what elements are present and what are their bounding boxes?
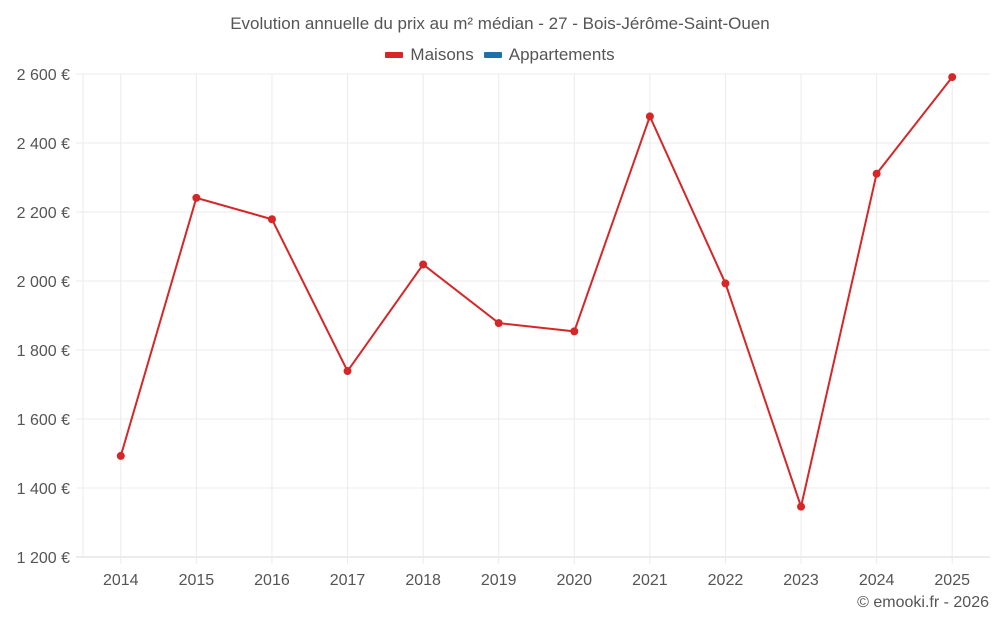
data-point[interactable]	[721, 279, 730, 288]
x-tick-label: 2023	[783, 572, 819, 589]
data-point[interactable]	[419, 260, 428, 269]
y-tick-label: 2 200 €	[17, 205, 70, 222]
data-point[interactable]	[192, 193, 201, 202]
y-tick-label: 1 600 €	[17, 412, 70, 429]
x-tick-label: 2014	[103, 572, 139, 589]
x-tick-label: 2015	[179, 572, 215, 589]
x-tick-label: 2024	[859, 572, 895, 589]
x-tick-label: 2020	[556, 572, 592, 589]
y-tick-label: 1 800 €	[17, 343, 70, 360]
legend-label: Maisons	[410, 45, 474, 64]
chart-title: Evolution annuelle du prix au m² médian …	[230, 14, 770, 33]
legend-swatch-icon	[385, 52, 404, 58]
data-point[interactable]	[570, 327, 579, 336]
x-tick-label: 2019	[481, 572, 517, 589]
y-tick-label: 1 400 €	[17, 481, 70, 498]
data-point[interactable]	[343, 367, 352, 376]
data-point[interactable]	[645, 112, 654, 121]
data-point[interactable]	[267, 215, 276, 224]
copyright-credit: © emooki.fr - 2026	[857, 594, 989, 611]
series-line-maisons	[119, 76, 953, 511]
legend-label: Appartements	[508, 45, 615, 64]
chart-legend: Maisons Appartements	[0, 45, 1000, 65]
data-point[interactable]	[116, 451, 125, 460]
data-point[interactable]	[797, 502, 806, 511]
x-tick-label: 2022	[708, 572, 744, 589]
data-point[interactable]	[494, 319, 503, 328]
legend-item-maisons[interactable]: Maisons	[385, 45, 474, 65]
x-tick-label: 2016	[254, 572, 290, 589]
y-tick-label: 2 600 €	[17, 67, 70, 84]
x-tick-label: 2021	[632, 572, 668, 589]
x-tick-label: 2025	[934, 572, 970, 589]
data-point[interactable]	[948, 73, 957, 82]
x-tick-label: 2018	[405, 572, 441, 589]
x-tick-label: 2017	[330, 572, 366, 589]
y-tick-label: 2 000 €	[17, 274, 70, 291]
legend-swatch-icon	[483, 52, 502, 58]
legend-item-appartements[interactable]: Appartements	[483, 45, 615, 65]
y-tick-label: 1 200 €	[17, 550, 70, 567]
data-point[interactable]	[872, 169, 881, 178]
y-tick-label: 2 400 €	[17, 136, 70, 153]
